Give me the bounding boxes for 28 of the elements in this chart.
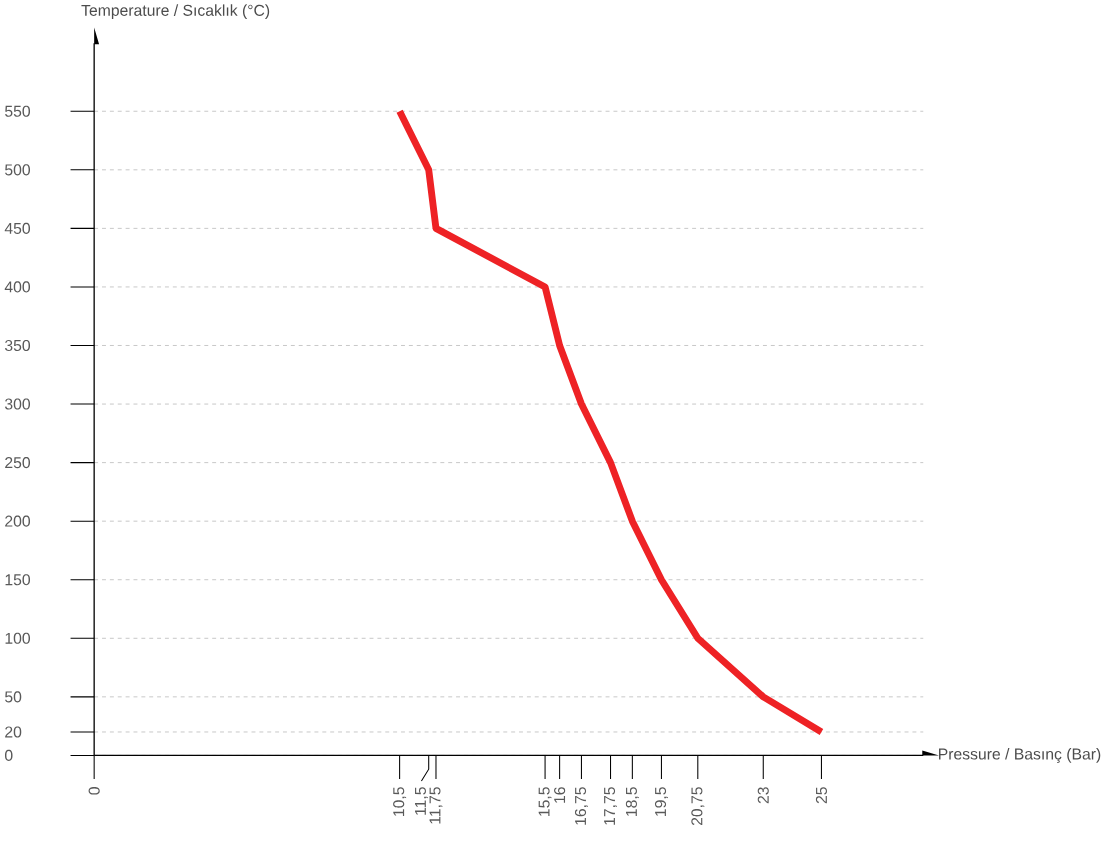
x-tick-label: 23 [757,787,769,804]
x-tick-label: 25 [815,787,828,804]
x-tick-label: 18,5 [625,787,639,817]
y-tick-label: 350 [4,340,31,352]
y-tick-label: 450 [4,223,31,235]
y-tick-label: 0 [4,750,13,762]
x-tick-label: 11,5 [415,787,428,815]
y-tick-label: 500 [5,164,31,176]
x-axis-title: Pressure / Basınç (Bar) [939,748,1101,763]
x-tick-label: 20,75 [691,787,705,826]
y-tick-label: 300 [4,398,31,410]
y-tick-label: 150 [5,574,31,586]
x-tick-label: 16,75 [574,787,588,825]
y-tick-label: 550 [5,105,31,118]
x-tick-label: 16 [554,787,566,803]
x-tick-label: 19,5 [654,787,668,817]
y-tick-label: 100 [5,632,31,645]
y-axis-title: Temperature / Sıcaklık (°C) [81,4,270,20]
y-tick-label: 400 [4,281,31,293]
y-tick-label: 20 [5,726,22,738]
x-tick-label: 10,5 [393,787,407,817]
x-tick-label: 15,5 [538,787,552,817]
y-tick-label: 250 [5,457,31,469]
y-tick-label: 50 [5,691,22,703]
y-tick-label: 200 [5,515,31,527]
x-tick-label: 11,75 [429,787,443,824]
x-tick-label: 0 [88,787,100,795]
x-tick-label: 17,75 [604,787,617,825]
